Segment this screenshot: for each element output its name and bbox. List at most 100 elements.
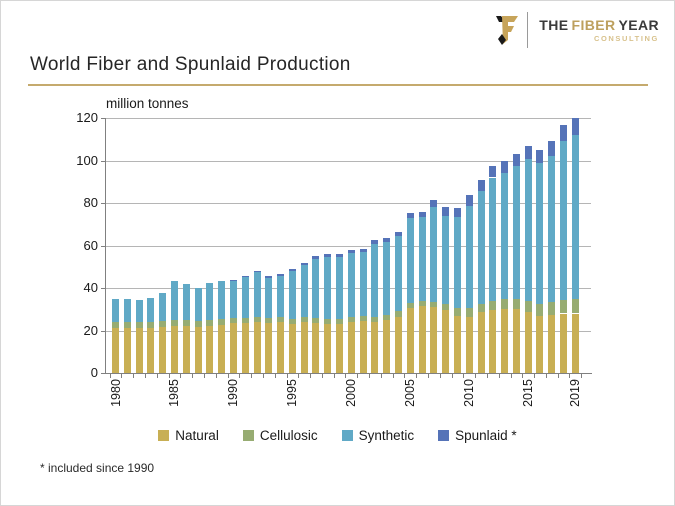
- bar-1986-natural: [182, 326, 190, 374]
- legend-item-natural: Natural: [158, 428, 219, 443]
- bar-1990-cellulosic: [229, 317, 237, 324]
- bar-2015-natural: [524, 312, 532, 373]
- fiber-year-logo: THE FIBER YEAR CONSULTING: [494, 12, 659, 48]
- x-tickmark: [239, 374, 241, 378]
- bar-2002-synthetic: [371, 244, 379, 317]
- bar-2009-synthetic: [453, 217, 461, 309]
- bar-1983-synthetic: [147, 297, 155, 322]
- bar-2004-natural: [395, 316, 402, 373]
- bar-2013-synthetic: [501, 172, 509, 299]
- footnote: * included since 1990: [40, 461, 155, 475]
- bar-2019-natural: [571, 313, 579, 373]
- x-tickmark: [286, 374, 288, 378]
- logo-word-the: THE: [539, 17, 569, 33]
- x-tickmark: [145, 374, 146, 378]
- x-tickmark: [321, 374, 323, 378]
- bar-1989-cellulosic: [218, 318, 226, 326]
- gridline-100: [105, 160, 591, 162]
- logo-divider: [527, 12, 529, 48]
- bar-1987-natural: [194, 327, 202, 373]
- bar-1993-spunlaid: [265, 276, 273, 278]
- bar-1998-cellulosic: [324, 318, 332, 325]
- bar-1992-cellulosic: [253, 316, 261, 322]
- bar-2012-cellulosic: [489, 300, 497, 311]
- x-tick-label-1980: 1980: [108, 379, 123, 407]
- y-tickmark-80: [101, 203, 105, 204]
- bar-2007-natural: [430, 307, 438, 373]
- legend-label-synthetic: Synthetic: [358, 428, 415, 443]
- x-tickmark: [251, 374, 253, 378]
- gridline-60: [105, 245, 591, 247]
- legend-item-synthetic: Synthetic: [341, 428, 415, 443]
- bar-1994-synthetic: [277, 275, 285, 317]
- bar-1999-synthetic: [336, 257, 343, 319]
- bar-2007-synthetic: [430, 206, 438, 302]
- bar-2005-spunlaid: [406, 212, 414, 218]
- logo-text: THE FIBER YEAR CONSULTING: [536, 17, 659, 43]
- bar-2011-synthetic: [477, 191, 485, 304]
- logo-word-fiber: FIBER: [571, 17, 616, 33]
- bar-2003-natural: [383, 319, 391, 373]
- bar-1996-cellulosic: [300, 316, 308, 322]
- bar-1987-cellulosic: [194, 320, 202, 328]
- x-tick-label-2015: 2015: [521, 379, 536, 407]
- bar-2014-natural: [512, 309, 520, 374]
- y-tick-label-120: 120: [76, 110, 98, 125]
- bar-2002-spunlaid: [371, 240, 379, 245]
- bar-1980-natural: [112, 328, 119, 373]
- bar-1993-natural: [265, 323, 273, 373]
- x-tickmark: [392, 374, 394, 378]
- x-tick-label-2019: 2019: [568, 379, 583, 407]
- bar-2004-cellulosic: [395, 311, 402, 317]
- bar-1988-natural: [206, 326, 214, 374]
- bar-2017-cellulosic: [548, 301, 556, 315]
- x-tickmark: [274, 374, 276, 378]
- x-tick-label-1985: 1985: [167, 379, 182, 407]
- x-tickmark: [298, 374, 300, 378]
- bar-2012-synthetic: [489, 177, 497, 301]
- gridline-80: [105, 203, 591, 204]
- y-tickmark-0: [101, 373, 105, 374]
- bar-2017-natural: [548, 314, 556, 373]
- legend-swatch-cellulosic: [242, 430, 254, 441]
- bar-1991-synthetic: [241, 277, 249, 318]
- bar-1995-cellulosic: [288, 318, 296, 325]
- bar-1991-natural: [241, 323, 249, 373]
- bar-2018-synthetic: [560, 141, 567, 300]
- bar-1998-spunlaid: [324, 254, 332, 257]
- x-axis-line: [105, 373, 592, 374]
- y-tick-label-0: 0: [90, 365, 98, 380]
- bar-2001-synthetic: [359, 252, 367, 316]
- bar-2002-cellulosic: [371, 316, 379, 322]
- x-tick-label-2005: 2005: [403, 379, 418, 407]
- bar-2015-spunlaid: [524, 145, 532, 160]
- bar-1996-spunlaid: [300, 262, 308, 265]
- bar-2002-natural: [371, 322, 379, 373]
- bar-2016-cellulosic: [536, 303, 544, 316]
- bar-2005-synthetic: [406, 217, 414, 303]
- bar-2000-cellulosic: [347, 316, 355, 322]
- bar-2006-spunlaid: [418, 211, 426, 218]
- legend-item-spunlaid: Spunlaid *: [438, 428, 517, 443]
- x-tickmark: [357, 374, 359, 378]
- bar-2004-synthetic: [395, 236, 402, 312]
- bar-1998-natural: [324, 324, 332, 373]
- bar-1996-natural: [300, 322, 308, 373]
- bar-2005-natural: [406, 308, 414, 373]
- y-axis-line: [105, 118, 106, 373]
- logo-wordmark: THE FIBER YEAR: [536, 17, 659, 33]
- bar-2006-synthetic: [418, 217, 426, 301]
- bar-1999-spunlaid: [336, 254, 343, 257]
- bar-1991-spunlaid: [241, 276, 249, 278]
- x-tickmark: [192, 374, 194, 378]
- bar-1985-cellulosic: [170, 319, 178, 327]
- bar-1984-natural: [159, 327, 167, 373]
- x-tickmark: [203, 374, 205, 378]
- y-tick-label-60: 60: [83, 237, 98, 253]
- bar-2008-spunlaid: [442, 207, 450, 216]
- bar-2001-cellulosic: [359, 315, 367, 321]
- x-tickmark: [380, 374, 382, 378]
- x-tickmark: [310, 374, 311, 378]
- bar-1985-synthetic: [170, 280, 178, 320]
- bar-1989-natural: [218, 325, 226, 373]
